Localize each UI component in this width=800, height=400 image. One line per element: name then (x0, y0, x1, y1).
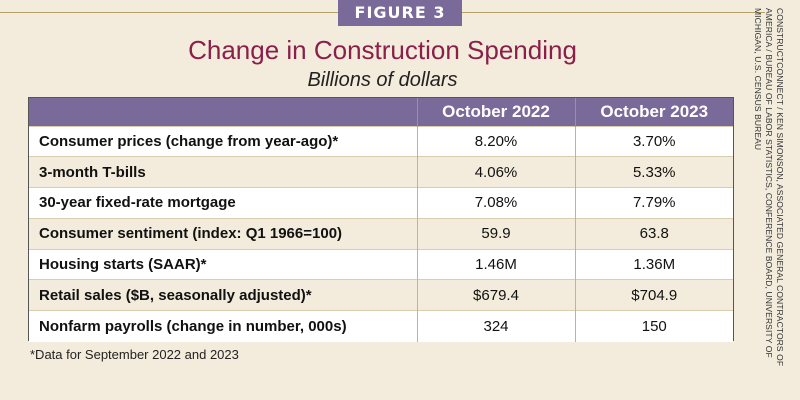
value-2022: 1.46M (416, 248, 575, 280)
table-header-row: October 2022 October 2023 (29, 98, 733, 126)
figure-label: FIGURE 3 (338, 0, 462, 26)
value-2022: 4.06% (416, 156, 575, 188)
table-title: Change in Construction Spending (188, 35, 577, 65)
table-row: 3-month T-bills 4.06% 5.33% (29, 156, 733, 188)
value-2023: 1.36M (574, 248, 733, 280)
row-label: Nonfarm payrolls (change in number, 000s… (29, 310, 417, 342)
value-2022: 8.20% (416, 125, 575, 157)
value-2023: 150 (574, 310, 733, 342)
value-2022: $679.4 (416, 279, 575, 311)
table-row: Retail sales ($B, seasonally adjusted)* … (29, 279, 733, 311)
table-row: Consumer sentiment (index: Q1 1966=100) … (29, 217, 733, 250)
header-cell-october-2022: October 2022 (416, 98, 575, 126)
table-row: 30-year fixed-rate mortgage 7.08% 7.79% (29, 187, 733, 219)
table-row: Housing starts (SAAR)* 1.46M 1.36M (29, 248, 733, 280)
value-2022: 324 (416, 310, 575, 342)
header-cell-october-2023: October 2023 (574, 98, 733, 126)
footnote: *Data for September 2022 and 2023 (30, 347, 239, 362)
source-credit: ConstructConnect / Ken Simonson, Associa… (753, 8, 785, 367)
value-2023: 3.70% (574, 125, 733, 157)
value-2023: 5.33% (574, 156, 733, 188)
header-cell-label (29, 98, 417, 126)
row-label: Consumer prices (change from year-ago)* (29, 125, 417, 157)
row-label: Consumer sentiment (index: Q1 1966=100) (29, 217, 417, 250)
value-2022: 59.9 (416, 217, 575, 250)
table-subtitle: Billions of dollars (307, 69, 458, 91)
row-label: Retail sales ($B, seasonally adjusted)* (29, 279, 417, 311)
row-label: 3-month T-bills (29, 156, 417, 188)
table-row: Consumer prices (change from year-ago)* … (29, 125, 733, 157)
data-table: October 2022 October 2023 Consumer price… (28, 97, 734, 342)
row-label: Housing starts (SAAR)* (29, 248, 417, 280)
row-label: 30-year fixed-rate mortgage (29, 187, 417, 219)
value-2022: 7.08% (416, 187, 575, 219)
value-2023: 7.79% (574, 187, 733, 219)
value-2023: 63.8 (574, 217, 733, 250)
value-2023: $704.9 (574, 279, 733, 311)
table-row: Nonfarm payrolls (change in number, 000s… (29, 310, 733, 342)
